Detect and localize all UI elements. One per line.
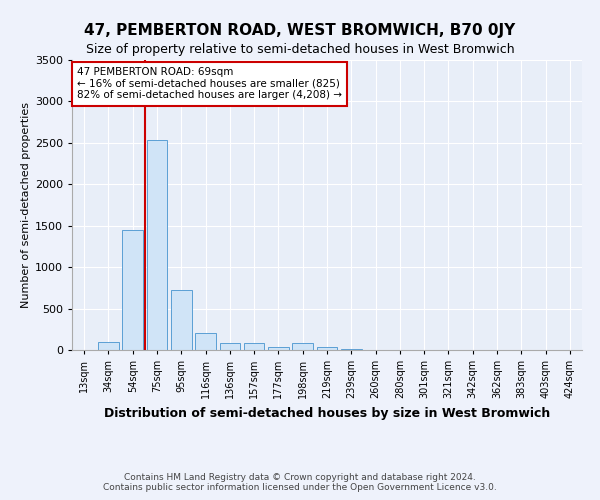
Bar (244, 342, 265, 350)
Bar (171, 290, 191, 350)
Bar (122, 230, 143, 350)
Bar (317, 346, 337, 350)
Bar (341, 349, 362, 350)
Bar (146, 140, 167, 350)
Text: Size of property relative to semi-detached houses in West Bromwich: Size of property relative to semi-detach… (86, 42, 514, 56)
Text: Contains HM Land Registry data © Crown copyright and database right 2024.
Contai: Contains HM Land Registry data © Crown c… (103, 473, 497, 492)
Bar (98, 342, 119, 350)
Text: 47, PEMBERTON ROAD, WEST BROMWICH, B70 0JY: 47, PEMBERTON ROAD, WEST BROMWICH, B70 0… (85, 22, 515, 38)
Bar (220, 342, 240, 350)
Text: 47 PEMBERTON ROAD: 69sqm
← 16% of semi-detached houses are smaller (825)
82% of : 47 PEMBERTON ROAD: 69sqm ← 16% of semi-d… (77, 67, 342, 100)
Y-axis label: Number of semi-detached properties: Number of semi-detached properties (20, 102, 31, 308)
Bar (268, 346, 289, 350)
Bar (195, 332, 216, 350)
Bar (292, 342, 313, 350)
X-axis label: Distribution of semi-detached houses by size in West Bromwich: Distribution of semi-detached houses by … (104, 406, 550, 420)
